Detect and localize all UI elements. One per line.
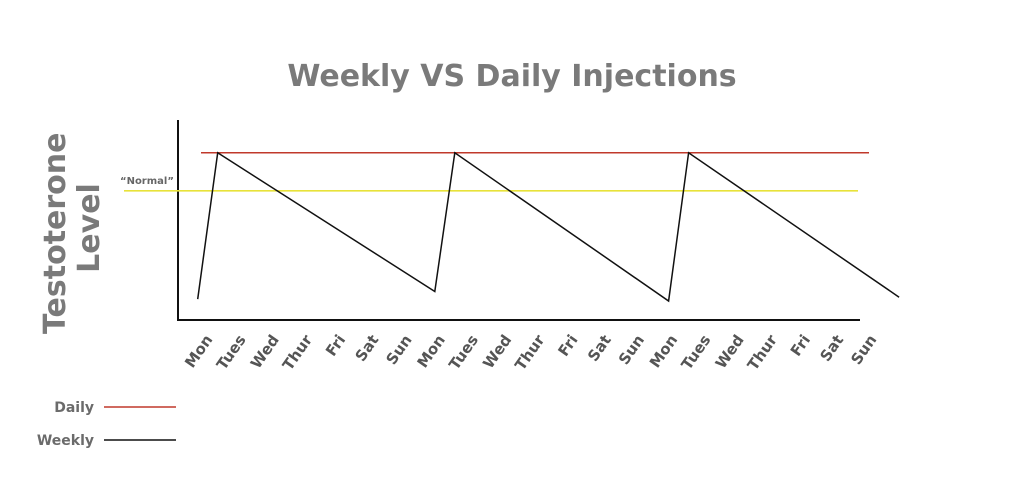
x-tick-label: Fri	[787, 331, 814, 359]
x-tick-label: Tues	[213, 331, 250, 373]
x-tick-label: Tues	[445, 331, 482, 373]
x-tick-label: Mon	[181, 331, 216, 371]
x-tick-label: Wed	[712, 331, 748, 372]
legend: Daily Weekly	[37, 400, 176, 449]
x-tick-label: Mon	[646, 331, 681, 371]
x-tick-label: Thur	[279, 331, 316, 374]
y-axis-label-line-2: Level	[72, 183, 107, 273]
x-tick-label: Sun	[615, 331, 648, 368]
x-tick-label: Tues	[678, 331, 715, 373]
series-line-weekly	[196, 151, 900, 303]
x-tick-label: Sun	[847, 331, 880, 368]
normal-reference-label: “Normal”	[120, 176, 174, 187]
x-tick-label: Sat	[584, 331, 615, 364]
x-tick-label: Fri	[322, 331, 349, 359]
x-tick-label: Wed	[247, 331, 283, 372]
x-tick-label: Thur	[511, 331, 548, 374]
x-tick-label: Thur	[744, 331, 781, 374]
x-tick-label: Wed	[479, 331, 515, 372]
x-tick-label: Fri	[554, 331, 581, 359]
series-group	[196, 151, 900, 303]
x-tick-label: Sat	[816, 331, 847, 364]
legend-label-weekly: Weekly	[37, 433, 94, 449]
legend-label-daily: Daily	[54, 400, 94, 416]
x-tick-label: Mon	[414, 331, 449, 371]
y-axis-label-line-1: Testoterone	[38, 133, 73, 334]
reference-line-group: “Normal”	[120, 176, 858, 192]
x-tick-label: Sat	[352, 331, 383, 364]
x-tick-label: Sun	[382, 331, 415, 368]
y-axis-label: Testoterone Level	[38, 122, 107, 334]
chart-title: Weekly VS Daily Injections	[287, 59, 736, 94]
